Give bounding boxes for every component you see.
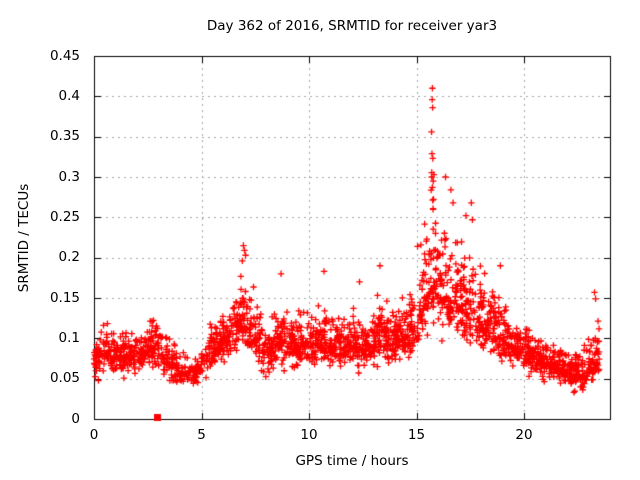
y-tick-label: 0.35 [49,128,80,145]
y-tick-label: 0.2 [58,249,80,266]
x-tick-label: 10 [300,427,318,443]
y-tick-label: 0.05 [49,370,80,387]
y-tick-label: 0.4 [58,87,80,104]
y-tick-label: 0.25 [49,208,80,225]
y-tick-label: 0.15 [49,289,80,306]
y-tick-label: 0.45 [49,47,80,64]
x-tick-label: 15 [407,427,426,443]
x-tick-label: 5 [197,427,206,443]
y-tick-label: 0.1 [58,329,80,346]
x-axis-title: GPS time / hours [295,453,409,469]
y-tick-label: 0.3 [58,168,80,185]
x-tick-label: 0 [89,427,99,443]
y-tick-label: 0 [71,410,80,427]
y-axis-title: SRMTID / TECUs [16,183,32,293]
chart-title: Day 362 of 2016, SRMTID for receiver yar… [206,18,498,34]
x-tick-label: 20 [515,427,533,443]
